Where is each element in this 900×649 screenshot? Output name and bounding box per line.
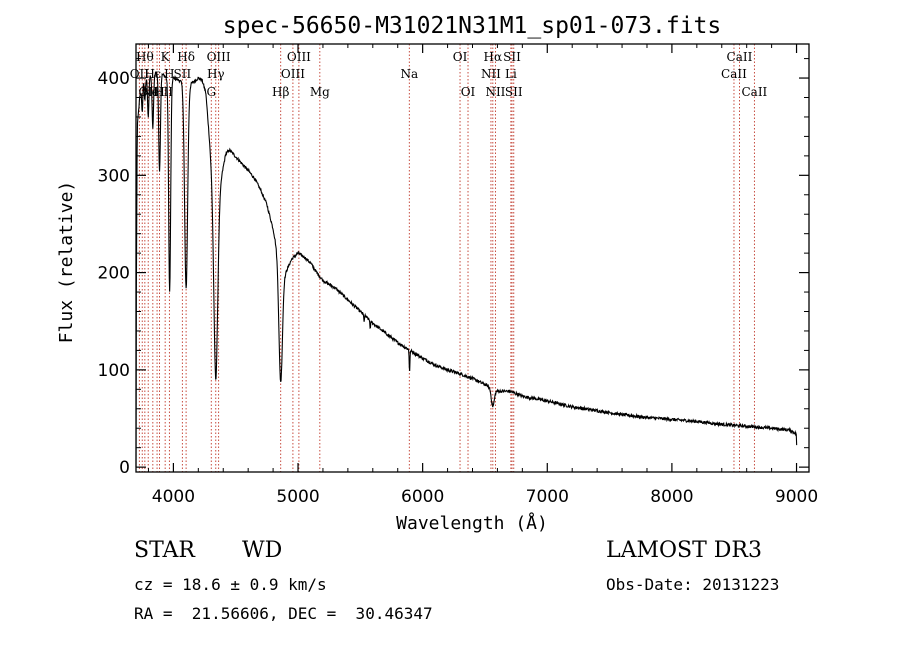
line-marker-label: Hθ (136, 50, 154, 64)
x-tick-label: 7000 (526, 487, 569, 507)
line-marker-label: SII (503, 50, 521, 64)
line-marker-labels: OIIHθOIIHεNeIIIHKHSIIHδGHγOIIIHβOIIIOIII… (130, 50, 768, 99)
line-marker-label: OIII (207, 50, 231, 64)
line-marker-label: OI (453, 50, 468, 64)
y-axis-label: Flux (relative) (56, 181, 77, 344)
x-tick-label: 4000 (152, 487, 195, 507)
x-tick-label: 9000 (775, 487, 818, 507)
line-marker-label: G (206, 85, 216, 99)
line-marker-label: OIII (281, 67, 305, 81)
y-tick-label: 300 (98, 166, 130, 186)
x-tick-label: 5000 (276, 487, 319, 507)
y-axis-ticks: 0 100 200 300 400 (98, 58, 809, 478)
line-marker-label: Hα (484, 50, 503, 64)
obs-date-text: Obs-Date: 20131223 (606, 575, 780, 594)
line-marker-label: Hδ (177, 50, 195, 64)
object-subclass: WD (242, 538, 283, 563)
line-marker-label: K (161, 50, 171, 64)
line-marker-label: OI (461, 85, 476, 99)
x-axis-ticks: 4000 5000 6000 7000 8000 9000 (147, 44, 818, 507)
x-tick-label: 6000 (401, 487, 444, 507)
y-tick-label: 0 (119, 458, 130, 478)
line-marker-label: NII (485, 85, 505, 99)
line-marker-label: Hε (144, 67, 161, 81)
line-marker-label: Hβ (272, 85, 289, 99)
y-tick-label: 400 (98, 69, 130, 89)
line-marker-label: Na (400, 67, 418, 81)
chart-title: spec-56650-M31021N31M1_sp01-073.fits (223, 13, 722, 39)
line-marker-label: H (164, 67, 174, 81)
y-tick-label: 100 (98, 361, 130, 381)
line-marker-label: NII (481, 67, 501, 81)
x-tick-label: 8000 (650, 487, 693, 507)
redshift-text: cz = 18.6 ± 0.9 km/s (134, 575, 327, 594)
survey-name: LAMOST DR3 (606, 538, 762, 563)
object-class: STAR (134, 538, 195, 563)
line-marker-label: Mg (310, 85, 330, 99)
line-marker-label: CaII (741, 85, 767, 99)
line-marker-label: H (154, 85, 164, 99)
line-marker-label: CaII (727, 50, 753, 64)
line-marker-label: CaII (721, 67, 747, 81)
x-axis-label: Wavelength (Å) (396, 512, 548, 534)
line-marker-label: SII (174, 67, 192, 81)
line-markers (138, 44, 755, 472)
spectrum-series-line (135, 70, 798, 468)
line-marker-label: Li (505, 67, 517, 81)
line-marker-label: Hγ (207, 67, 225, 81)
line-marker-label: OIII (287, 50, 311, 64)
plot-frame (135, 43, 810, 473)
coordinates-text: RA = 21.56606, DEC = 30.46347 (134, 604, 433, 623)
y-tick-label: 200 (98, 264, 130, 284)
line-marker-label: SII (505, 85, 523, 99)
